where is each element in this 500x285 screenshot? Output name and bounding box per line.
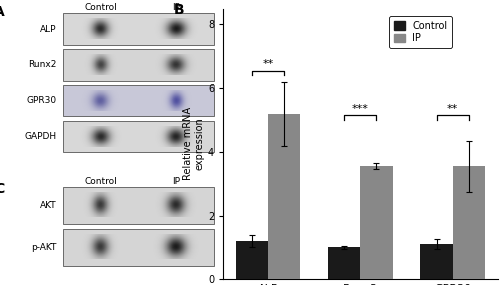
Y-axis label: Relative mRNA
expression: Relative mRNA expression: [184, 107, 205, 180]
Text: ALP: ALP: [40, 25, 56, 34]
Text: Runx2: Runx2: [28, 60, 56, 69]
Text: IP: IP: [172, 177, 180, 186]
Text: AKT: AKT: [40, 201, 56, 210]
Text: GPR30: GPR30: [26, 96, 56, 105]
Bar: [328, 247, 360, 279]
Text: **: **: [262, 59, 274, 69]
Legend: Control, IP: Control, IP: [389, 16, 452, 48]
Bar: [236, 241, 268, 279]
Text: Control: Control: [84, 3, 117, 12]
Bar: [360, 166, 392, 279]
Text: GAPDH: GAPDH: [24, 132, 56, 141]
FancyBboxPatch shape: [63, 187, 214, 224]
Text: p-AKT: p-AKT: [31, 243, 56, 252]
Text: ***: ***: [352, 104, 368, 114]
Text: Control: Control: [84, 177, 117, 186]
FancyBboxPatch shape: [63, 13, 214, 45]
FancyBboxPatch shape: [63, 121, 214, 152]
Text: A: A: [0, 5, 4, 19]
Text: B: B: [174, 3, 184, 17]
FancyBboxPatch shape: [63, 85, 214, 116]
Text: IP: IP: [172, 3, 180, 12]
Text: C: C: [0, 182, 4, 196]
FancyBboxPatch shape: [63, 229, 214, 266]
FancyBboxPatch shape: [63, 49, 214, 81]
Text: **: **: [447, 104, 458, 114]
Bar: [420, 244, 452, 279]
Bar: [452, 166, 485, 279]
Bar: [268, 114, 300, 279]
